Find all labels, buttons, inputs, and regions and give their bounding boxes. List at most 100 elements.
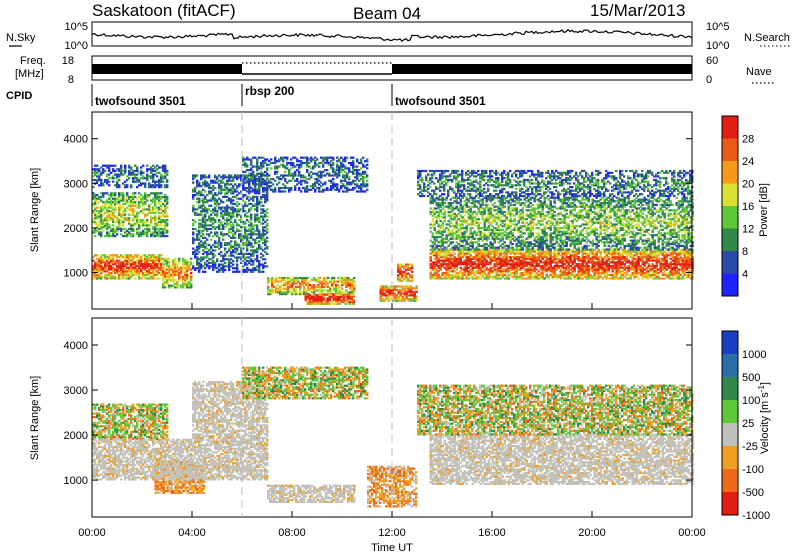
heatmap-cell xyxy=(196,245,199,248)
heatmap-cell xyxy=(232,199,235,202)
heatmap-cell xyxy=(166,282,169,285)
heatmap-cell xyxy=(246,252,249,255)
heatmap-cell xyxy=(210,192,213,195)
heatmap-cell xyxy=(208,183,211,186)
heatmap-cell xyxy=(140,194,143,197)
heatmap-cell xyxy=(196,235,199,238)
heatmap-cell xyxy=(226,183,229,186)
heatmap-cell xyxy=(92,197,95,200)
heatmap-cell xyxy=(196,236,199,239)
heatmap-cell xyxy=(246,204,249,207)
heatmap-cell xyxy=(104,226,107,229)
heatmap-cell xyxy=(186,280,189,284)
heatmap-cell xyxy=(164,280,167,284)
heatmap-cell xyxy=(244,201,247,204)
heatmap-cell xyxy=(192,222,195,225)
heatmap-cell xyxy=(252,226,255,229)
heatmap-cell xyxy=(128,169,131,173)
heatmap-cell xyxy=(206,256,209,259)
heatmap-cell xyxy=(260,176,263,179)
heatmap-cell xyxy=(250,229,253,232)
heatmap-cell xyxy=(356,165,359,168)
heatmap-cell xyxy=(128,201,131,204)
heatmap-cell xyxy=(130,202,133,206)
heatmap-cell xyxy=(214,213,217,216)
heatmap-cell xyxy=(262,233,265,236)
heatmap-cell xyxy=(208,192,211,195)
heatmap-cell xyxy=(230,186,233,190)
heatmap-cell xyxy=(150,169,153,173)
heatmap-cell xyxy=(162,264,165,268)
heatmap-cell xyxy=(162,284,165,287)
heatmap-cell xyxy=(224,213,227,216)
heatmap-cell xyxy=(214,206,217,209)
heatmap-cell xyxy=(228,260,231,263)
heatmap-cell xyxy=(184,284,187,287)
heatmap-cell xyxy=(226,179,229,182)
heatmap-cell xyxy=(228,215,231,218)
heatmap-cell xyxy=(206,185,209,188)
heatmap-cell xyxy=(94,199,97,202)
heatmap-cell xyxy=(248,188,251,191)
heatmap-cell xyxy=(206,254,209,257)
heatmap-cell xyxy=(238,174,241,177)
heatmap-cell xyxy=(220,206,223,209)
heatmap-cell xyxy=(256,247,259,250)
heatmap-cell xyxy=(240,197,243,200)
heatmap-cell xyxy=(122,222,125,225)
heatmap-cell xyxy=(164,210,167,213)
heatmap-cell xyxy=(118,263,121,266)
heatmap-cell xyxy=(230,236,233,239)
heatmap-cell xyxy=(226,243,229,247)
heatmap-cell xyxy=(218,265,221,268)
heatmap-cell xyxy=(128,256,131,259)
heatmap-cell xyxy=(126,206,129,209)
heatmap-cell xyxy=(106,175,109,178)
heatmap-cell xyxy=(102,194,105,197)
heatmap-cell xyxy=(240,179,243,182)
heatmap-cell xyxy=(196,197,199,200)
heatmap-cell xyxy=(132,229,135,232)
heatmap-cell xyxy=(194,208,197,211)
heatmap-cell xyxy=(172,268,175,271)
heatmap-cell xyxy=(366,174,369,177)
heatmap-cell xyxy=(214,231,217,234)
heatmap-cell xyxy=(112,169,115,173)
heatmap-cell xyxy=(142,204,145,207)
heatmap-cell xyxy=(122,227,125,231)
heatmap-cell xyxy=(154,264,157,268)
heatmap-cell xyxy=(114,184,117,187)
heatmap-cell xyxy=(298,186,301,190)
heatmap-cell xyxy=(132,177,135,180)
heatmap-cell xyxy=(116,272,119,275)
heatmap-cell xyxy=(206,251,209,254)
heatmap-cell xyxy=(222,258,225,261)
heatmap-cell xyxy=(130,204,133,207)
heatmap-cell xyxy=(220,190,223,193)
heatmap-cell xyxy=(128,195,131,198)
heatmap-cell xyxy=(218,192,221,195)
heatmap-cell xyxy=(136,259,139,262)
heatmap-cell xyxy=(108,254,111,257)
heatmap-cell xyxy=(132,171,135,174)
heatmap-cell xyxy=(230,245,233,248)
heatmap-cell xyxy=(154,277,157,280)
heatmap-cell xyxy=(230,226,233,229)
heatmap-cell xyxy=(116,182,119,185)
heatmap-cell xyxy=(100,219,103,222)
heatmap-cell xyxy=(158,257,161,260)
heatmap-cell xyxy=(130,166,133,169)
heatmap-cell xyxy=(236,174,239,177)
heatmap-cell xyxy=(224,265,227,268)
heatmap-cell xyxy=(248,229,251,232)
heatmap-cell xyxy=(208,267,211,270)
heatmap-cell xyxy=(220,176,223,179)
heatmap-cell xyxy=(200,176,203,179)
heatmap-cell xyxy=(152,277,155,280)
heatmap-cell xyxy=(240,256,243,259)
heatmap-cell xyxy=(204,242,207,245)
heatmap-cell xyxy=(190,275,193,278)
heatmap-cell xyxy=(242,260,245,263)
heatmap-cell xyxy=(150,184,153,187)
heatmap-cell xyxy=(148,272,151,275)
